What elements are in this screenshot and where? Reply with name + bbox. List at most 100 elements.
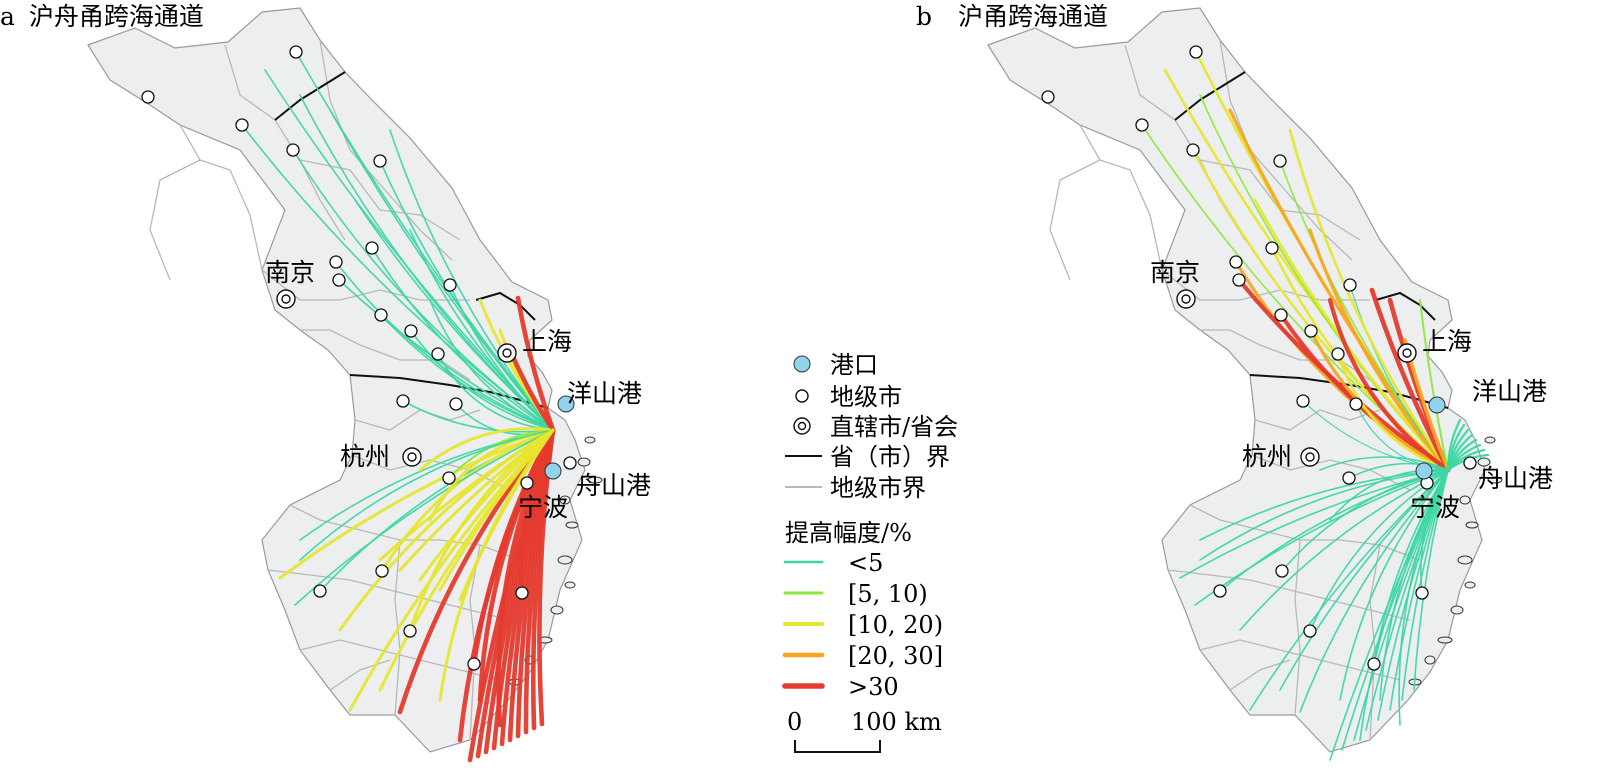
capital-city-marker-core: [502, 348, 512, 358]
flow-line: [1401, 469, 1449, 701]
svg-text:a 沪舟甬跨海通道: a 沪舟甬跨海通道: [0, 2, 204, 31]
city-border: [329, 659, 391, 691]
island: [550, 605, 564, 615]
flow-line: [1327, 297, 1451, 473]
island: [557, 555, 573, 565]
island: [587, 476, 603, 484]
city-border: [1167, 569, 1411, 621]
capital-city-marker-core: [1181, 294, 1191, 304]
island: [1450, 605, 1464, 615]
province-border: [1174, 71, 1246, 121]
panel-a-label-zhoushan: 舟山港: [576, 471, 651, 500]
prefecture-city-marker: [431, 347, 445, 361]
panel-b-islands: [1408, 436, 1503, 686]
panel-a: a 沪舟甬跨海通道 南京 上海 杭州 宁波 洋山港 舟山港: [0, 2, 651, 763]
flow-line: [448, 429, 554, 479]
panel-b-letter: b: [916, 2, 932, 31]
prefecture-city-marker: [1229, 255, 1243, 269]
port-marker: [544, 462, 562, 480]
flow-line: [1319, 456, 1449, 471]
capital-city-icon: [793, 417, 811, 435]
flow-line: [371, 247, 554, 431]
city-border: [1369, 544, 1381, 741]
prefecture-city-marker: [374, 308, 388, 322]
flow-line: [410, 330, 554, 431]
flow-line: [1249, 469, 1449, 711]
island: [559, 495, 571, 505]
panel-a-label-hangzhou: 杭州: [340, 442, 390, 471]
prefecture-city-marker: [1367, 657, 1381, 671]
panel-a-ports: [544, 395, 575, 480]
prefecture-city-marker: [1343, 278, 1357, 292]
flow-line: [1288, 128, 1450, 472]
panel-a-cities: [141, 45, 577, 671]
prefecture-city-marker: [329, 255, 343, 269]
prefecture-city-marker: [1213, 584, 1227, 598]
flow-line: [1339, 469, 1449, 701]
island: [1465, 521, 1479, 529]
prefecture-city-marker: [1189, 45, 1203, 59]
prefecture-city-marker: [235, 118, 249, 132]
port-icon: [793, 355, 811, 373]
panel-a-label-yangshan: 洋山港: [567, 379, 642, 408]
city-border: [224, 44, 346, 241]
island: [1477, 457, 1491, 467]
prefecture-city-marker: [1135, 118, 1149, 132]
flow-line: [335, 261, 554, 431]
flow-line: [1355, 403, 1449, 471]
legend-class-label: >30: [848, 673, 899, 701]
prefecture-city-marker: [467, 657, 481, 671]
legend-class-label: [10, 20): [848, 611, 943, 639]
port-marker: [557, 395, 575, 413]
legend-capital-label: 直辖市/省会: [830, 413, 958, 441]
prefecture-city-marker: [141, 90, 155, 104]
panel-a-letter: a: [0, 2, 15, 31]
city-border: [299, 159, 461, 241]
flow-line: [429, 299, 554, 431]
prefecture-city-marker: [1303, 624, 1317, 638]
island: [1459, 495, 1471, 505]
panel-b-label-ningbo: 宁波: [1410, 493, 1460, 522]
prefecture-city-marker: [313, 584, 327, 598]
island: [1484, 436, 1496, 444]
flow-line: [378, 428, 555, 562]
legend-improvement-title: 提高幅度/%: [785, 519, 912, 547]
prefecture-city-marker: [1342, 471, 1356, 485]
panel-b-label-yangshan: 洋山港: [1472, 377, 1547, 406]
city-border: [394, 539, 401, 716]
flow-line: [418, 428, 555, 582]
panel-b: b 沪甬跨海通道 南京 上海 杭州 宁波 洋山港 舟山港: [916, 2, 1553, 761]
panel-b-label-shanghai: 上海: [1422, 327, 1472, 356]
city-border: [1251, 454, 1411, 491]
panel-a-flow-lines: [241, 51, 556, 763]
flow-line: [398, 428, 555, 572]
prefecture-city-marker: [1041, 90, 1055, 104]
island: [1464, 581, 1476, 589]
prefecture-city-marker: [563, 456, 577, 470]
prefecture-city-marker: [520, 476, 534, 490]
flow-line: [438, 428, 555, 592]
prefecture-city-marker: [1232, 273, 1246, 287]
prefecture-city-marker: [373, 154, 387, 168]
city-border: [1200, 329, 1371, 381]
prefecture-city-marker: [1349, 397, 1363, 411]
prefecture-city-marker: [1186, 143, 1200, 157]
capital-city-marker-core: [281, 294, 291, 304]
city-border: [179, 124, 263, 271]
city-border: [1254, 409, 1381, 431]
panel-b-cities: [1041, 45, 1477, 671]
province-border: [475, 291, 536, 321]
flow-line: [1419, 299, 1449, 471]
flow-line: [1199, 469, 1449, 561]
province-border: [1375, 291, 1436, 321]
flow-line: [379, 160, 554, 431]
prefecture-city-marker: [1296, 394, 1310, 408]
prefecture-city-marker: [515, 586, 529, 600]
legend-prefecture-label: 地级市: [830, 383, 902, 411]
prefecture-city-marker: [1331, 347, 1345, 361]
flow-line: [1194, 469, 1449, 606]
island: [1424, 655, 1436, 665]
flow-line: [397, 427, 556, 715]
prefecture-city-marker: [1463, 456, 1477, 470]
flow-line: [278, 428, 555, 580]
